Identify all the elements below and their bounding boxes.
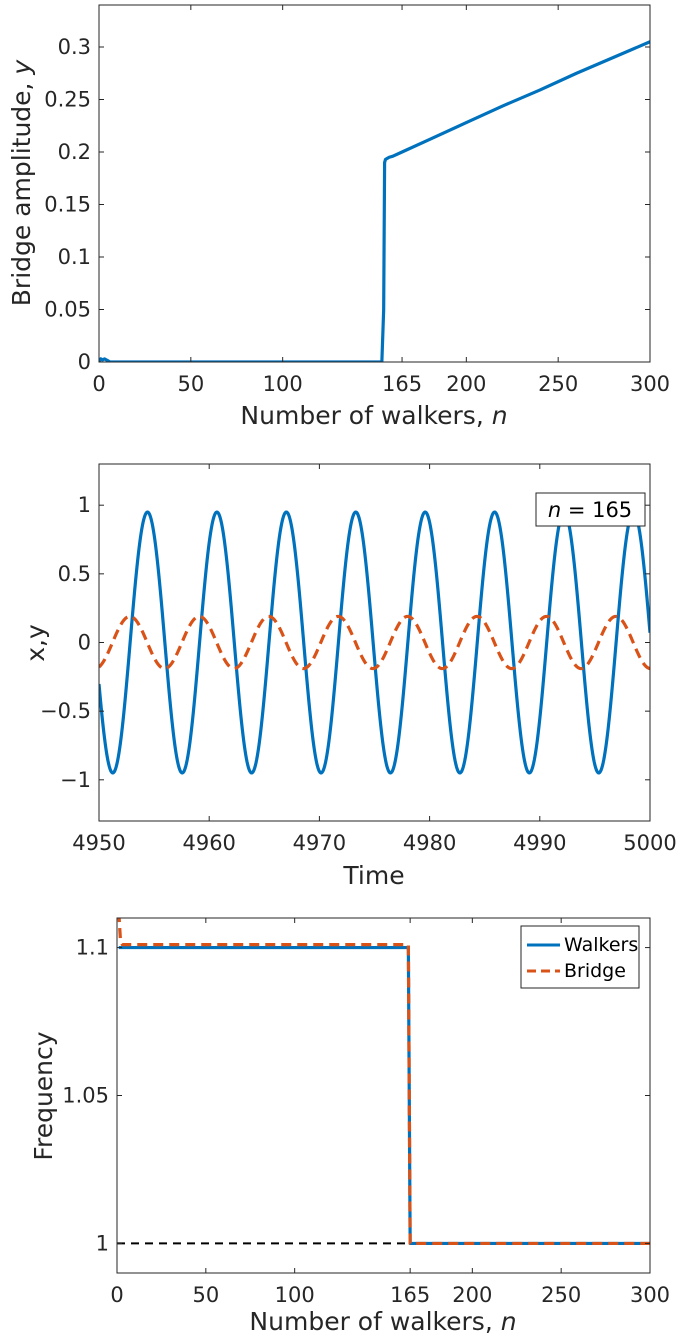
- amplitude-y-tick-label: 0: [78, 350, 91, 374]
- frequency-x-tick-label: 165: [390, 1283, 430, 1307]
- amplitude-series-0-line: [99, 40, 650, 362]
- amplitude-x-tick-label: 300: [630, 372, 670, 396]
- frequency-plot-area: [117, 918, 650, 1246]
- legend: Walkers Bridge: [520, 925, 640, 989]
- n-annotation-box: [535, 492, 646, 527]
- frequency-x-tick-label: 250: [541, 1283, 581, 1307]
- timeseries-marks: [99, 510, 650, 775]
- amplitude-x-tick-label: 100: [263, 372, 303, 396]
- frequency-x-axis-label: Number of walkers, n: [249, 1307, 516, 1336]
- timeseries-x-axis-label: Time: [342, 861, 404, 890]
- timeseries-y-tick-label: 1: [78, 493, 91, 517]
- amplitude-y-tick-label: 0.15: [44, 193, 91, 217]
- n-annotation-text: n = 165: [548, 498, 632, 522]
- amplitude-marks: [99, 40, 650, 362]
- frequency-x-tick-label: 200: [452, 1283, 492, 1307]
- frequency-x-tick-label: 100: [275, 1283, 315, 1307]
- amplitude-y-tick-label: 0.25: [44, 88, 91, 112]
- timeseries-x-tick-label: 5000: [623, 831, 676, 855]
- timeseries-chart: 4950 4960 4970 4980 4990 5000 −1 −0.5 0 0.5 1 n = …: [21, 463, 677, 890]
- frequency-chart: 0 50 100 165 200 250 300 1 1.05 1.1 Walkers Bridg…: [29, 917, 670, 1336]
- frequency-x-tick-label: 50: [192, 1283, 219, 1307]
- frequency-y-tick-label: 1.05: [62, 1084, 109, 1108]
- amplitude-x-tick-label: 165: [382, 372, 422, 396]
- frequency-series-0-line: [118, 945, 650, 1246]
- amplitude-ticks: 0 50 100 165 200 250 300 0 0.05 0.1 0.15 0.2 0.25 0.3: [44, 5, 670, 396]
- amplitude-y-tick-label: 0.1: [58, 245, 91, 269]
- frequency-y-tick-label: 1: [96, 1231, 109, 1255]
- amplitude-plot-area: [99, 40, 650, 362]
- frequency-y-tick-label: 1.1: [76, 936, 109, 960]
- frequency-y-axis-label: Frequency: [29, 1031, 58, 1160]
- amplitude-y-axis-label: Bridge amplitude, y: [7, 59, 36, 307]
- frequency-series-1-line: [117, 918, 650, 1246]
- timeseries-series-0-line: [99, 510, 650, 775]
- timeseries-y-axis-label: x,y: [21, 624, 50, 662]
- frequency-x-tick-label: 300: [630, 1283, 670, 1307]
- timeseries-ticks: 4950 4960 4970 4980 4990 5000 −1 −0.5 0 0.5 1: [40, 464, 677, 855]
- amplitude-y-tick-label: 0.3: [58, 35, 91, 59]
- amplitude-y-tick-label: 0.05: [44, 298, 91, 322]
- amplitude-y-tick-label: 0.2: [58, 140, 91, 164]
- amplitude-x-tick-label: 0: [92, 372, 105, 396]
- legend-label-walkers: Walkers: [564, 934, 638, 956]
- timeseries-y-tick-label: 0: [78, 631, 91, 655]
- timeseries-series-1-line: [99, 614, 650, 671]
- timeseries-x-tick-label: 4950: [72, 831, 125, 855]
- frequency-ticks: 0 50 100 165 200 250 300 1 1.05 1.1: [62, 918, 670, 1307]
- timeseries-y-tick-label: 0.5: [58, 562, 91, 586]
- timeseries-y-tick-label: −1: [60, 768, 91, 792]
- amplitude-axes-box: [98, 4, 651, 363]
- frequency-x-tick-label: 0: [110, 1283, 123, 1307]
- amplitude-x-axis-label: Number of walkers, n: [240, 401, 507, 430]
- timeseries-y-tick-label: −0.5: [40, 699, 91, 723]
- timeseries-x-tick-label: 4960: [182, 831, 235, 855]
- timeseries-plot-area: [99, 510, 650, 775]
- amplitude-x-tick-label: 200: [446, 372, 486, 396]
- timeseries-x-tick-label: 4980: [403, 831, 456, 855]
- n-annotation: n = 165: [535, 492, 646, 527]
- frequency-marks: [117, 918, 650, 1246]
- amplitude-x-tick-label: 250: [538, 372, 578, 396]
- amplitude-chart: 0 50 100 165 200 250 300 0 0.05 0.1 0.15 0.2 0.25 0.3…: [7, 4, 670, 430]
- amplitude-x-tick-label: 50: [177, 372, 204, 396]
- legend-box: [520, 925, 640, 989]
- timeseries-x-tick-label: 4970: [293, 831, 346, 855]
- legend-label-bridge: Bridge: [564, 960, 626, 982]
- timeseries-x-tick-label: 4990: [513, 831, 566, 855]
